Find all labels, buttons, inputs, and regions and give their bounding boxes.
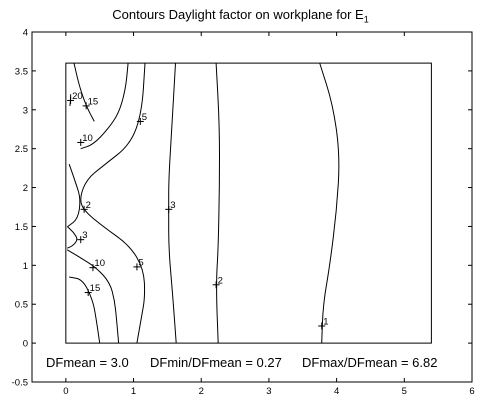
x-tick-label: 0	[63, 386, 68, 397]
y-tick-label: 0	[23, 339, 28, 350]
contour-label: 3	[82, 230, 87, 241]
contour-line-10	[66, 249, 120, 344]
y-tick-label: 3.5	[15, 66, 28, 77]
contour-label: 1	[323, 317, 328, 328]
contour-line-10	[80, 63, 129, 150]
stat-dfmean: DFmean = 3.0	[46, 355, 129, 370]
contour-label: 5	[142, 112, 147, 123]
contour-line-3	[66, 226, 78, 249]
x-tick-label: 4	[334, 386, 339, 397]
contour-line-2	[67, 164, 81, 227]
x-tick-label: 5	[402, 386, 407, 397]
stat-dfmax-ratio: DFmax/DFmean = 6.82	[302, 355, 437, 370]
contour-label: 15	[90, 283, 101, 294]
contour-line-15	[73, 62, 95, 122]
contour-label: 10	[82, 133, 93, 144]
contour-line-5	[80, 63, 146, 344]
contour-label: 2	[218, 275, 223, 286]
y-tick-label: 3	[23, 105, 28, 116]
y-tick-label: 2	[23, 183, 28, 194]
chart-title: Contours Daylight factor on workplane fo…	[0, 7, 481, 25]
plot-axes-box	[31, 31, 473, 383]
x-tick-label: 3	[266, 386, 271, 397]
axis-ticks: 0 1 2 3 4 5 6 -0.5 0 0.5 1 1.5 2 2.5 3 3.5 4	[12, 28, 475, 398]
y-tick-label: 1.5	[15, 222, 28, 233]
stat-dfmin-ratio: DFmin/DFmean = 0.27	[150, 355, 282, 370]
contour-label: 5	[138, 257, 143, 268]
contour-label: 20	[72, 91, 83, 102]
contour-line-2	[215, 63, 221, 344]
y-tick-label: 1	[23, 261, 28, 272]
chart-title-text: Contours Daylight factor on workplane fo…	[112, 7, 364, 22]
contour-label: 2	[86, 200, 91, 211]
contour-line-1	[319, 62, 340, 344]
contour-line-3	[168, 63, 177, 344]
y-tick-label: 0.5	[15, 300, 28, 311]
workplane-boundary	[65, 62, 432, 344]
contour-label: 3	[170, 200, 175, 211]
y-tick-label: -0.5	[12, 378, 28, 389]
contour-label: 15	[88, 96, 99, 107]
contour-label: 10	[94, 258, 105, 269]
x-tick-label: 1	[131, 386, 136, 397]
chart-title-subscript: 1	[363, 14, 369, 25]
y-tick-label: 4	[23, 28, 28, 39]
y-tick-label: 2.5	[15, 144, 28, 155]
x-tick-label: 6	[469, 386, 474, 397]
contour-labels: 20 15 10 5 2 3 3 10 5 15 2 1	[67, 91, 329, 330]
contour-lines	[66, 62, 340, 344]
x-tick-label: 2	[199, 386, 204, 397]
